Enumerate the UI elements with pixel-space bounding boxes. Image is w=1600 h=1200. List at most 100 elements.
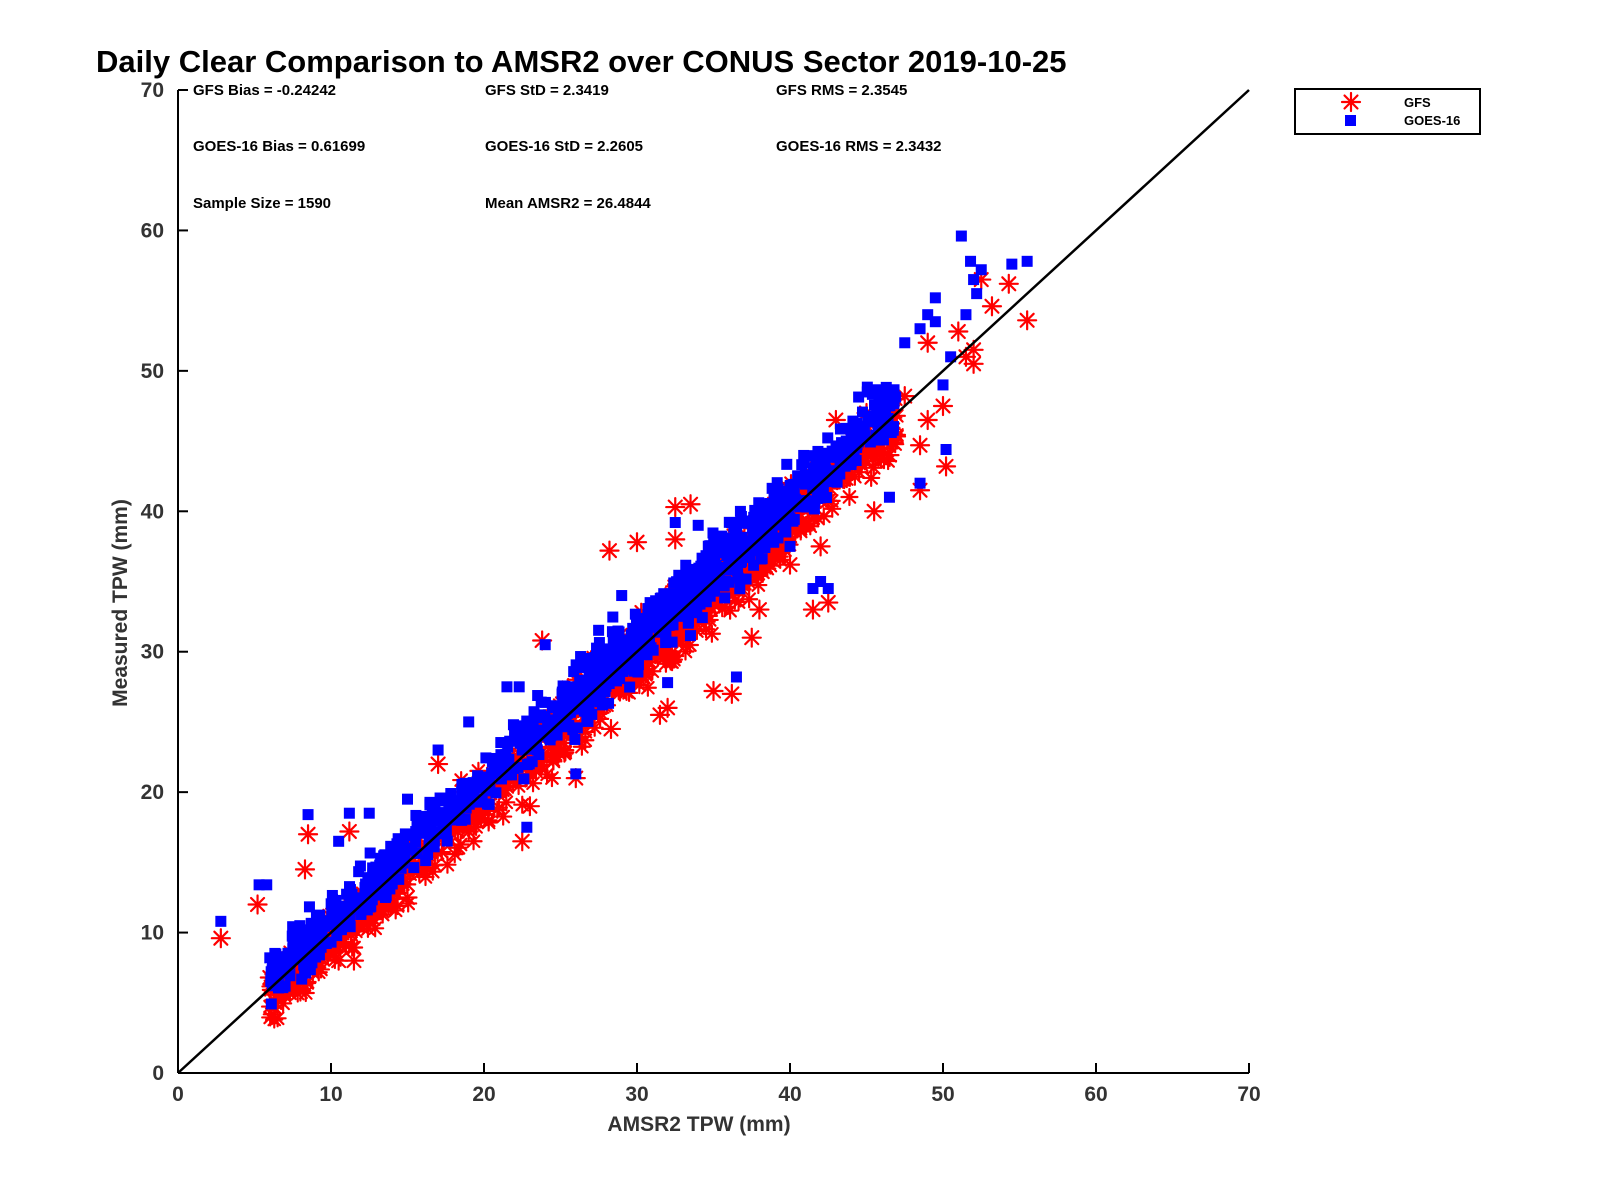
gfs-point [779,554,801,575]
goes16-point [403,829,415,841]
goes16-point [796,459,808,471]
goes16-point [732,572,744,584]
goes16-point [645,616,657,628]
stat-gfs-bias: GFS Bias = -0.24242 [193,82,336,99]
goes16-point [302,809,314,821]
goes16-point [343,807,355,819]
goes16-point [341,907,353,919]
stat-goes-bias: GOES-16 Bias = 0.61699 [193,138,365,155]
goes16-point [363,807,375,819]
goes16-point [532,690,544,702]
goes16-point [297,931,309,943]
goes16-point [428,802,440,814]
goes16-point [625,629,637,641]
goes16-point [570,768,582,780]
one-to-one-line [177,89,1250,1074]
goes16-point [315,941,327,953]
goes16-point [284,956,296,968]
goes16-point [410,809,422,821]
gfs-point [703,680,724,702]
goes16-point [853,391,865,403]
goes16-point [723,532,735,544]
goes16-point [215,915,227,927]
goes16-point [662,677,674,689]
goes16-point [381,861,393,873]
goes16-point [442,810,454,822]
gfs-point [339,821,360,842]
goes16-point [528,706,540,718]
y-tick-label: 40 [141,500,164,523]
goes16-point [662,610,674,622]
goes16-point [742,547,754,559]
goes16-point [287,939,299,951]
goes16-point [304,936,316,948]
x-tick-label: 50 [931,1083,954,1106]
goes16-point [656,602,668,614]
goes16-point [753,497,765,509]
goes16-point [537,712,549,724]
goes16-point [624,662,636,674]
goes16-point [828,451,840,463]
gfs-point [519,796,541,817]
goes16-point [385,840,397,852]
goes16-point [603,697,615,709]
y-tick-label: 60 [141,219,164,242]
goes16-point [789,493,801,505]
stat-gfs-rms: GFS RMS = 2.3545 [776,82,907,99]
gfs-point [210,928,231,949]
goes16-point [685,583,697,595]
goes16-point [888,396,900,408]
goes16-point [669,517,681,529]
goes16-point [929,316,941,328]
goes16-point [261,879,273,891]
goes16-point [696,567,708,579]
gfs-point [909,435,931,456]
goes16-point [329,900,341,912]
goes16-point [768,536,780,548]
goes16-point [546,715,558,727]
goes16-point [704,540,716,552]
goes16-point [299,965,311,977]
goes16-series [215,230,1033,1010]
goes16-point [272,965,284,977]
goes16-point [671,592,683,604]
goes16-point [386,878,398,890]
goes16-point [459,813,471,825]
goes16-point [348,901,360,913]
goes16-point [532,730,544,742]
goes16-point [749,504,761,516]
goes16-point [899,337,911,349]
goes16-point [591,642,603,654]
goes16-point [593,624,605,636]
stat-goes-rms: GOES-16 RMS = 2.3432 [776,138,942,155]
goes16-point [568,666,580,678]
goes16-point [1021,255,1033,267]
goes16-point [557,699,569,711]
goes16-point [495,773,507,785]
goes16-point [298,959,310,971]
gfs-point [657,697,678,718]
x-tick-label: 70 [1237,1083,1260,1106]
goes16-point [274,951,286,963]
goes16-point [473,796,485,808]
goes16-point [692,519,704,531]
goes16-point [866,388,878,400]
gfs-point [917,409,938,431]
stat-goes-std: GOES-16 StD = 2.2605 [485,138,643,155]
goes16-point [713,565,725,577]
goes16-point [535,724,547,736]
goes16-point [613,626,625,638]
gfs-point [702,624,721,643]
goes16-point [945,351,957,363]
goes16-point [440,824,452,836]
goes16-point [821,492,833,504]
goes16-point [840,422,852,434]
goes16-point [588,669,600,681]
goes16-point [533,749,545,761]
goes16-point [646,604,658,616]
goes16-point [757,520,769,532]
y-tick-label: 30 [141,641,164,664]
goes16-point [681,602,693,614]
legend: GFS GOES-16 [1294,88,1481,135]
